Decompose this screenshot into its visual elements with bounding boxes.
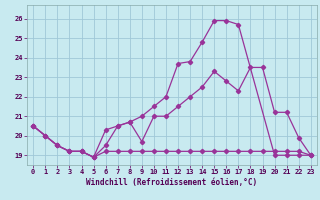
- X-axis label: Windchill (Refroidissement éolien,°C): Windchill (Refroidissement éolien,°C): [86, 178, 258, 187]
